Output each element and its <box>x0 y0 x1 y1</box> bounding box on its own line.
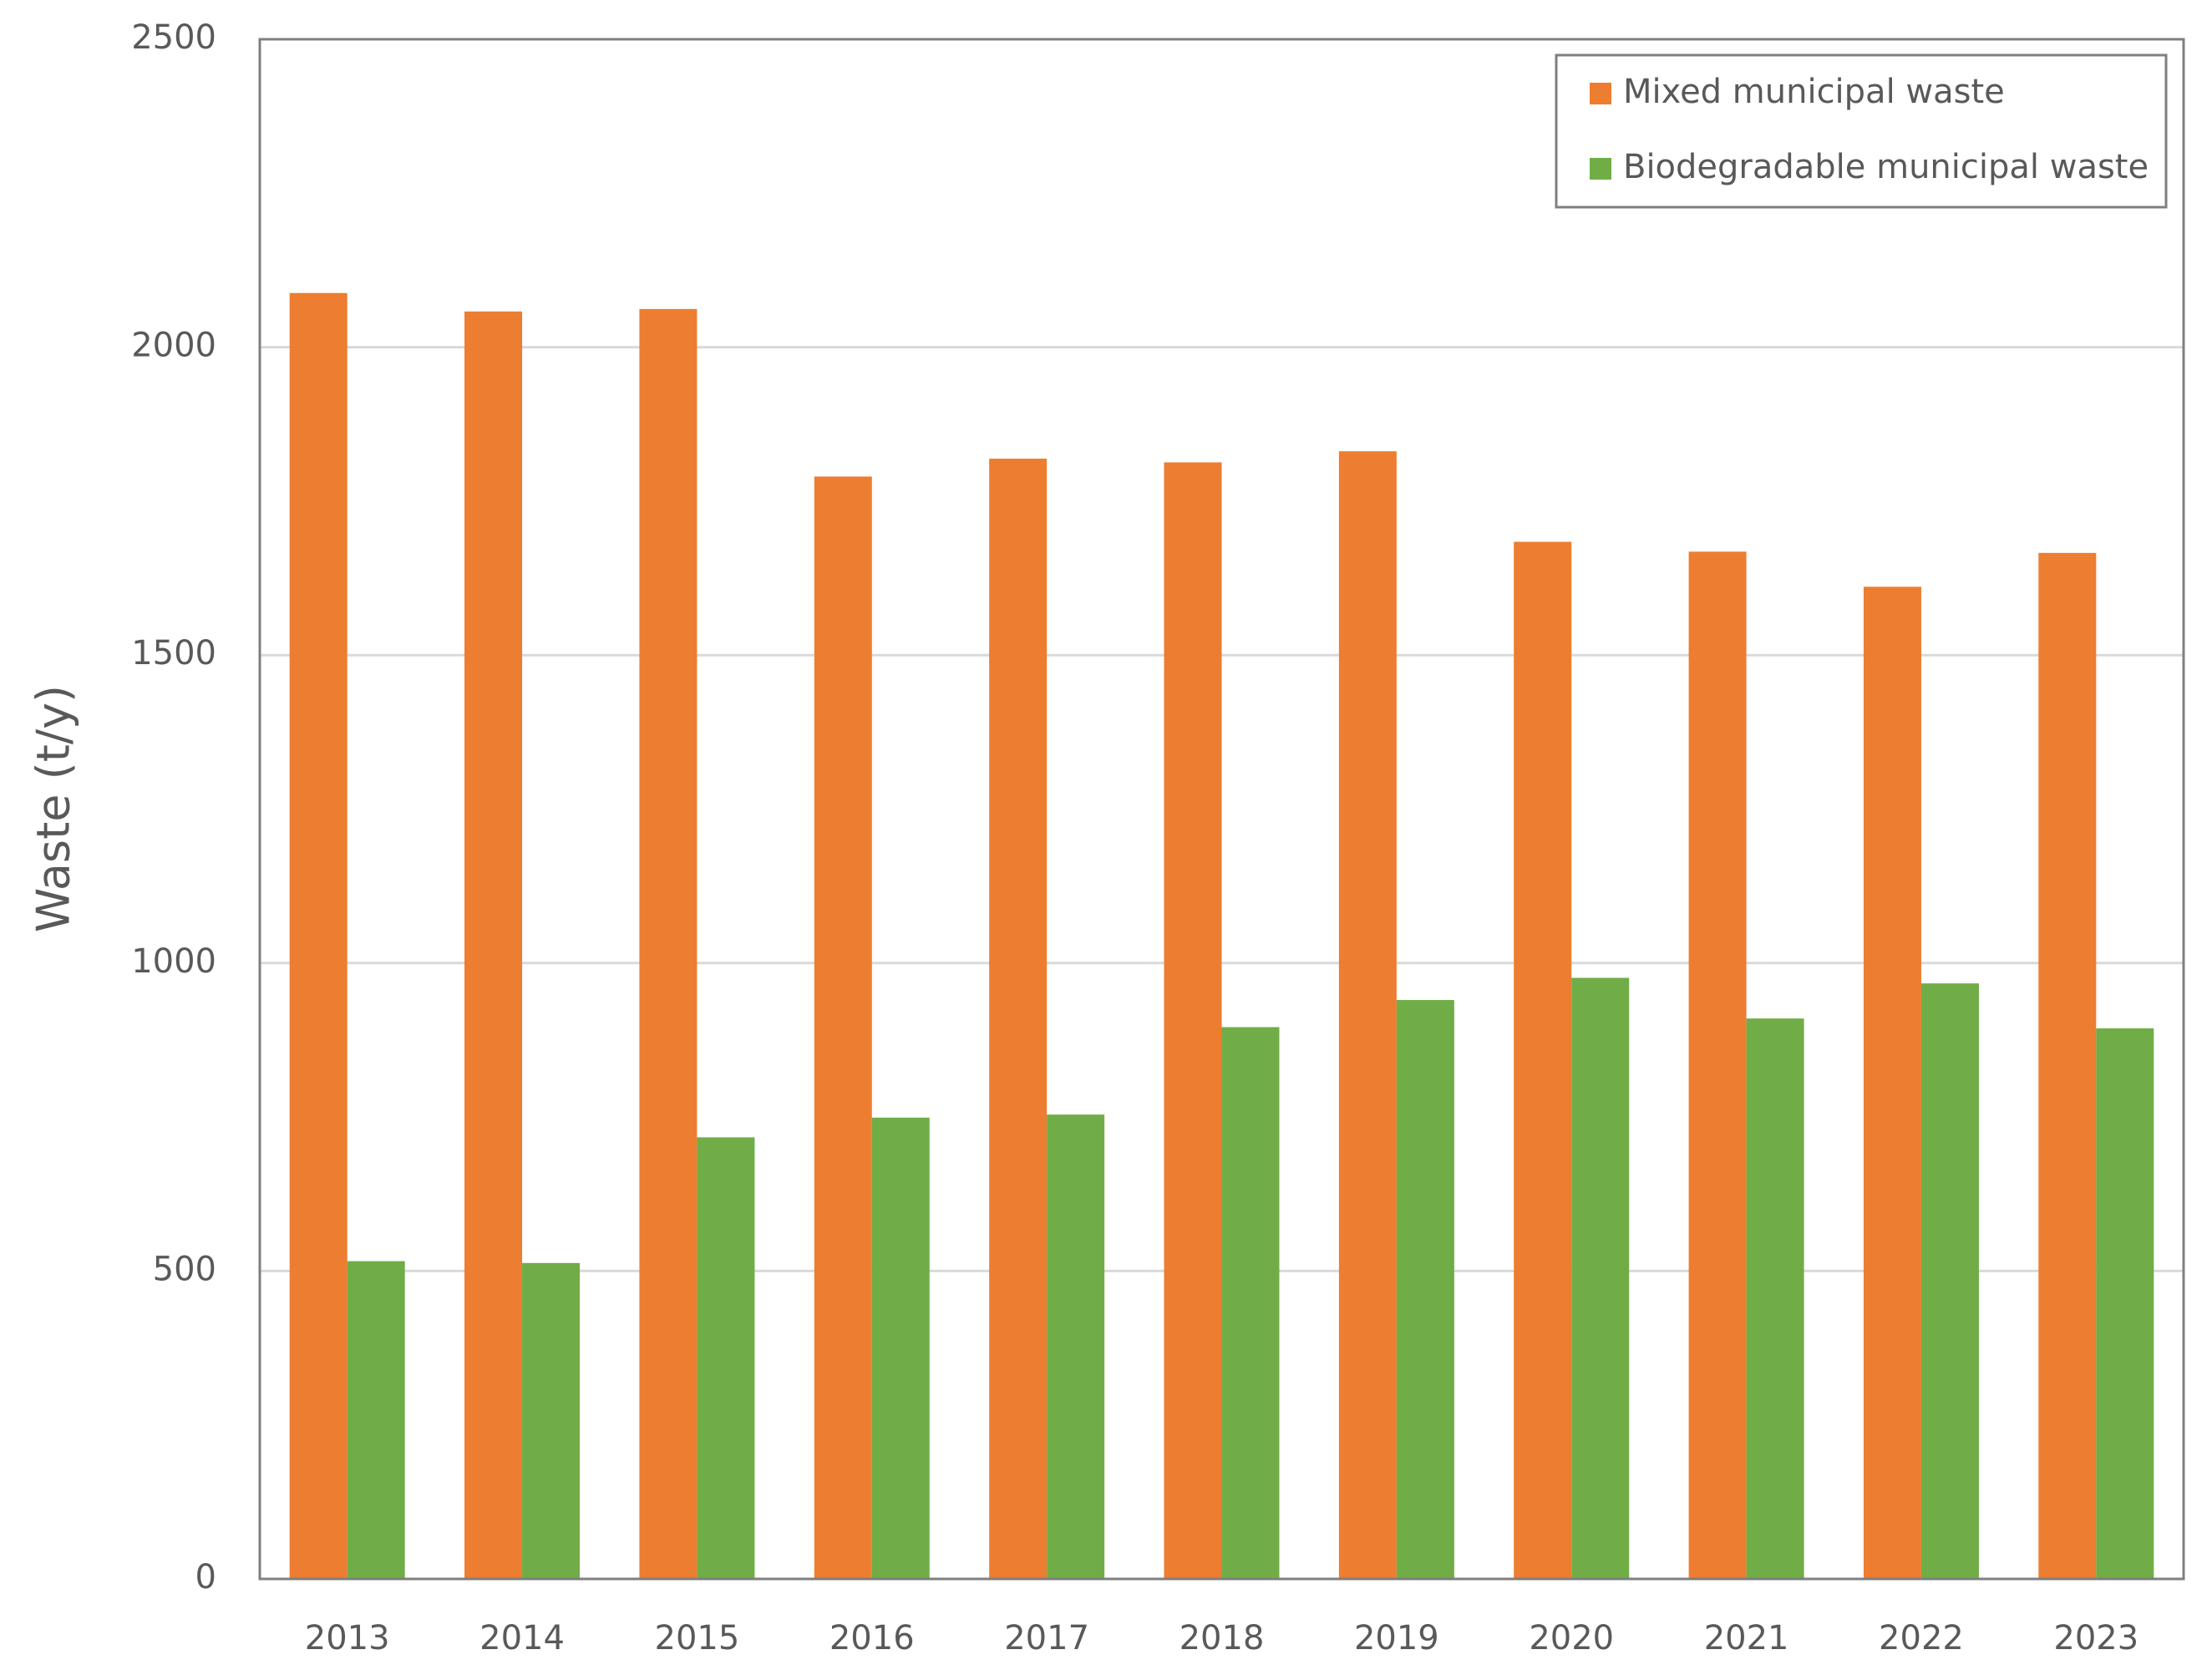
bar <box>1047 1114 1105 1579</box>
bar <box>1221 1027 1280 1579</box>
bar <box>2096 1028 2154 1579</box>
bar <box>989 459 1048 1579</box>
bar <box>871 1117 930 1579</box>
legend-label: Mixed municipal waste <box>1623 73 2005 111</box>
x-tick-label: 2014 <box>479 1619 565 1657</box>
x-tick-label: 2023 <box>2053 1619 2138 1657</box>
bar <box>639 308 698 1580</box>
bar <box>1164 462 1222 1579</box>
bar <box>522 1262 581 1579</box>
bar <box>814 476 872 1579</box>
bar <box>347 1261 405 1579</box>
bar <box>464 311 523 1579</box>
y-tick-label: 2000 <box>131 327 216 365</box>
x-tick-label: 2013 <box>305 1619 390 1657</box>
bar <box>697 1137 755 1579</box>
bar <box>1571 977 1630 1579</box>
plot-frame <box>258 38 2185 1581</box>
legend-swatch <box>1590 158 1611 180</box>
x-tick-label: 2015 <box>655 1619 740 1657</box>
x-tick-label: 2022 <box>1879 1619 1964 1657</box>
legend-box <box>1555 53 2168 209</box>
y-tick-label: 2500 <box>131 18 216 57</box>
x-tick-label: 2019 <box>1354 1619 1439 1657</box>
x-tick-label: 2021 <box>1704 1619 1789 1657</box>
x-tick-label: 2017 <box>1004 1619 1089 1657</box>
legend-swatch <box>1590 83 1611 104</box>
x-tick-label: 2020 <box>1529 1619 1614 1657</box>
y-axis-title: Waste (t/y) <box>28 685 80 932</box>
bar <box>1396 1000 1454 1579</box>
bar <box>1514 541 1572 1579</box>
y-tick-label: 500 <box>153 1250 216 1288</box>
y-tick-label: 1000 <box>131 942 216 981</box>
bar <box>1688 551 1747 1580</box>
bar <box>1338 451 1397 1580</box>
legend-label: Biodegradable municipal waste <box>1623 148 2149 186</box>
bar <box>1863 586 1921 1579</box>
x-tick-label: 2016 <box>830 1619 915 1657</box>
bar <box>1746 1018 1804 1579</box>
bar <box>1920 983 1979 1579</box>
y-tick-label: 1500 <box>131 634 216 673</box>
y-tick-label: 0 <box>195 1558 216 1596</box>
x-tick-label: 2018 <box>1180 1619 1265 1657</box>
bar <box>2038 552 2097 1579</box>
bar <box>289 292 348 1579</box>
